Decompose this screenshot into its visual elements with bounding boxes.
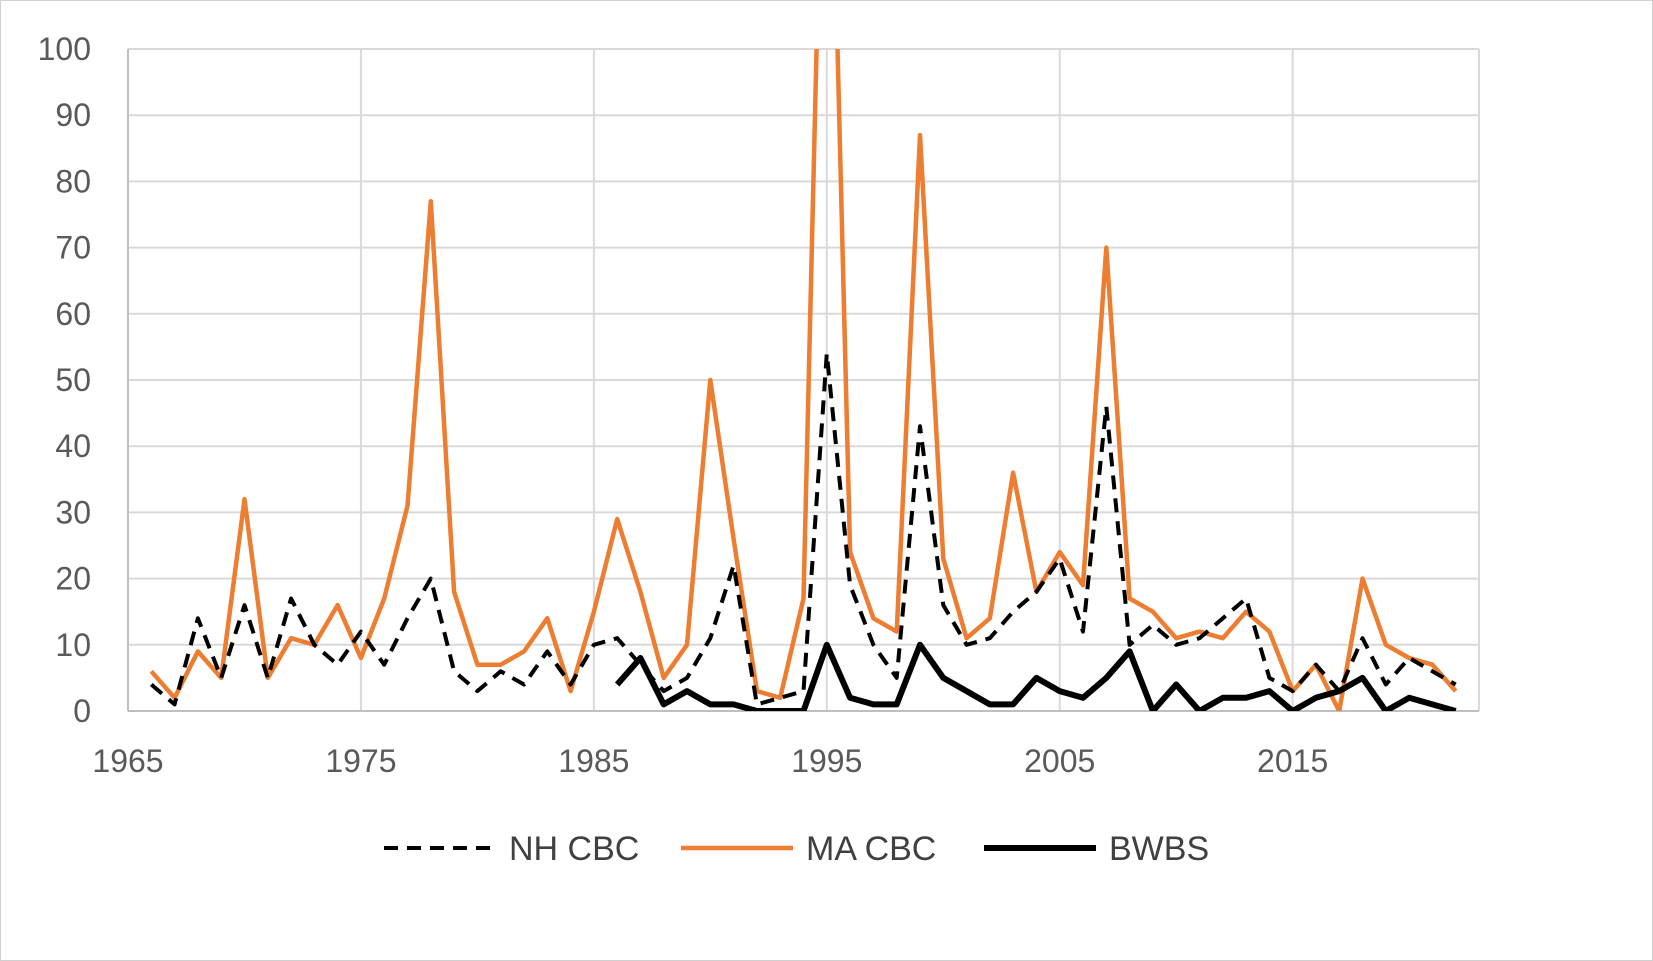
legend-item-bwbs: BWBS (984, 830, 1209, 868)
x-tick-label: 1965 (92, 743, 163, 779)
series-line-ma-cbc (149, 49, 1458, 711)
x-tick-label: 1985 (558, 743, 629, 779)
y-tick-label: 100 (38, 31, 91, 67)
y-tick-label: 10 (55, 627, 91, 663)
x-tick-label: 1995 (791, 743, 862, 779)
legend-item-nh-cbc: NH CBC (384, 830, 639, 868)
series-line-bwbs (614, 641, 1457, 711)
y-tick-label: 60 (55, 296, 91, 332)
x-tick-label: 1975 (325, 743, 396, 779)
y-tick-label: 40 (55, 428, 91, 464)
y-tick-label: 80 (55, 163, 91, 199)
y-tick-label: 70 (55, 230, 91, 266)
y-tick-label: 90 (55, 97, 91, 133)
series-line-nh-cbc (150, 351, 1457, 707)
y-tick-label: 20 (55, 561, 91, 597)
legend-item-ma-cbc: MA CBC (681, 830, 936, 868)
y-tick-label: 0 (73, 693, 91, 729)
legend-label-nh-cbc: NH CBC (509, 830, 639, 868)
legend-label-bwbs: BWBS (1109, 830, 1209, 868)
axes: 0 10 20 30 40 50 60 70 80 90 100 1965 1975 1985 1995 20… (38, 31, 1479, 779)
y-tick-label: 50 (55, 362, 91, 398)
y-tick-label: 30 (55, 494, 91, 530)
x-tick-label: 2005 (1024, 743, 1095, 779)
series-lines (149, 49, 1458, 711)
legend-label-ma-cbc: MA CBC (806, 830, 936, 868)
legend: NH CBC MA CBC BWBS (384, 830, 1209, 868)
gridlines (127, 48, 1480, 711)
x-tick-label: 2015 (1257, 743, 1328, 779)
